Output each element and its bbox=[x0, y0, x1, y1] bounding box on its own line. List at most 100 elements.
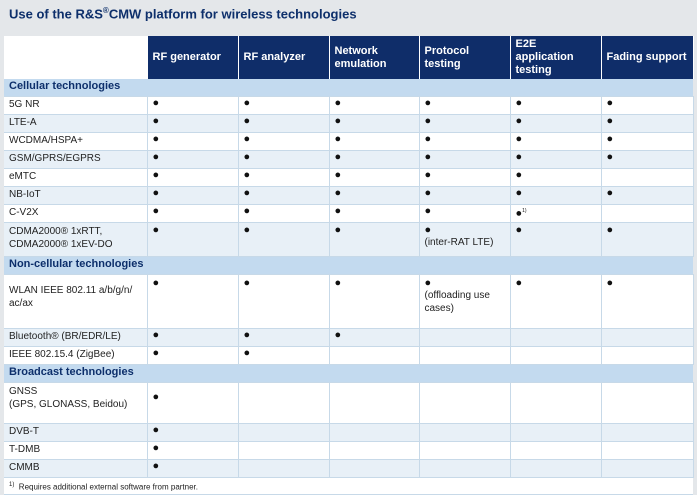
tech-name-line2: (GPS, GLONASS, Beidou) bbox=[9, 399, 128, 410]
mark-e2e-testing bbox=[510, 382, 602, 424]
mark-network-emulation bbox=[329, 346, 420, 365]
mark-rf-analyzer: ● bbox=[238, 204, 330, 223]
table-row: IEEE 802.15.4 (ZigBee) ● ● bbox=[4, 346, 694, 365]
mark-network-emulation: ● bbox=[329, 274, 420, 329]
mark-protocol-testing: ● bbox=[419, 186, 511, 205]
tech-name: T-DMB bbox=[4, 441, 148, 460]
mark-rf-generator: ● bbox=[147, 168, 239, 187]
table-row: T-DMB ● bbox=[4, 441, 694, 460]
mark-rf-generator: ● bbox=[147, 204, 239, 223]
mark-fading-support bbox=[601, 459, 694, 478]
mark-rf-analyzer: ● bbox=[238, 274, 330, 329]
table-row: DVB-T ● bbox=[4, 423, 694, 442]
mark-network-emulation: ● bbox=[329, 204, 420, 223]
mark-network-emulation: ● bbox=[329, 222, 420, 257]
footnote-text: Requires additional external software fr… bbox=[18, 482, 198, 492]
mark-fading-support bbox=[601, 328, 694, 347]
mark-fading-support bbox=[601, 441, 694, 460]
table-row: WCDMA/HSPA+ ● ● ● ● ● ● bbox=[4, 132, 694, 151]
tech-name: Bluetooth® (BR/EDR/LE) bbox=[4, 328, 148, 347]
mark-e2e-testing bbox=[510, 423, 602, 442]
mark-e2e-testing: ● bbox=[510, 222, 602, 257]
mark-fading-support: ● bbox=[601, 274, 694, 329]
mark-network-emulation: ● bbox=[329, 96, 420, 115]
mark-rf-analyzer: ● bbox=[238, 150, 330, 169]
mark-e2e-testing: ● bbox=[510, 150, 602, 169]
mark-e2e-testing: ● bbox=[510, 114, 602, 133]
tech-name: C-V2X bbox=[4, 204, 148, 223]
mark-protocol-testing: ● bbox=[419, 132, 511, 151]
mark-rf-analyzer: ● bbox=[238, 222, 330, 257]
mark-dot: ● bbox=[424, 224, 432, 236]
mark-protocol-testing: ● bbox=[419, 150, 511, 169]
mark-protocol-testing bbox=[419, 441, 511, 460]
table-row: CDMA2000® 1xRTT, CDMA2000® 1xEV-DO ● ● ● … bbox=[4, 222, 694, 257]
table-row: C-V2X ● ● ● ● ●1) bbox=[4, 204, 694, 223]
header-protocol-testing: Protocol testing bbox=[419, 36, 511, 79]
mark-rf-generator: ● bbox=[147, 114, 239, 133]
footnote-marker: 1) bbox=[9, 482, 15, 488]
mark-protocol-testing bbox=[419, 328, 511, 347]
mark-network-emulation: ● bbox=[329, 168, 420, 187]
mark-rf-generator: ● bbox=[147, 186, 239, 205]
mark-network-emulation bbox=[329, 382, 420, 424]
mark-e2e-testing: ●1) bbox=[510, 204, 602, 223]
mark-e2e-testing bbox=[510, 459, 602, 478]
mark-network-emulation: ● bbox=[329, 114, 420, 133]
mark-rf-generator: ● bbox=[147, 441, 239, 460]
table-row: GSM/GPRS/EGPRS ● ● ● ● ● ● bbox=[4, 150, 694, 169]
mark-protocol-testing: ● bbox=[419, 114, 511, 133]
section-title: Cellular technologies bbox=[4, 79, 693, 97]
footnote: 1) Requires additional external software… bbox=[4, 477, 693, 495]
mark-e2e-testing: ● bbox=[510, 96, 602, 115]
mark-fading-support: ● bbox=[601, 150, 694, 169]
tech-name-line1: CDMA2000® 1xRTT, bbox=[9, 226, 103, 237]
protocol-note: (inter-RAT LTE) bbox=[424, 237, 494, 248]
section-cellular: Cellular technologies bbox=[4, 79, 693, 97]
tech-name-line1: GNSS bbox=[9, 386, 38, 397]
tech-name: GSM/GPRS/EGPRS bbox=[4, 150, 148, 169]
page-title: Use of the R&S®CMW platform for wireless… bbox=[9, 6, 357, 22]
mark-e2e-testing: ● bbox=[510, 168, 602, 187]
mark-rf-generator: ● bbox=[147, 132, 239, 151]
header-e2e-application-testing: E2E application testing bbox=[510, 36, 602, 79]
tech-name: DVB-T bbox=[4, 423, 148, 442]
footnote-row: 1) Requires additional external software… bbox=[4, 477, 693, 495]
table-row: Bluetooth® (BR/EDR/LE) ● ● ● bbox=[4, 328, 694, 347]
mark-rf-generator: ● bbox=[147, 346, 239, 365]
tech-name: WLAN IEEE 802.11 a/b/g/n/ac/ax bbox=[4, 274, 148, 329]
table-row: NB-IoT ● ● ● ● ● ● bbox=[4, 186, 694, 205]
section-broadcast: Broadcast technologies bbox=[4, 364, 693, 383]
mark-protocol-testing bbox=[419, 423, 511, 442]
mark-rf-generator: ● bbox=[147, 328, 239, 347]
technology-matrix-table: RF generator RF analyzer Network emulati… bbox=[4, 36, 694, 495]
mark-rf-generator: ● bbox=[147, 274, 239, 329]
table-row: 5G NR ● ● ● ● ● ● bbox=[4, 96, 694, 115]
mark-fading-support bbox=[601, 382, 694, 424]
mark-fading-support: ● bbox=[601, 96, 694, 115]
mark-e2e-testing bbox=[510, 441, 602, 460]
header-fading-support: Fading support bbox=[601, 36, 694, 79]
mark-protocol-testing: ● (offloading use cases) bbox=[419, 274, 511, 329]
tech-name-line1: WLAN IEEE 802.11 a/b/g/n/ bbox=[9, 285, 133, 296]
mark-protocol-testing bbox=[419, 382, 511, 424]
mark-protocol-testing: ● bbox=[419, 96, 511, 115]
tech-name: IEEE 802.15.4 (ZigBee) bbox=[4, 346, 148, 365]
mark-e2e-testing bbox=[510, 346, 602, 365]
section-title: Non-cellular technologies bbox=[4, 256, 693, 275]
mark-rf-analyzer: ● bbox=[238, 328, 330, 347]
mark-network-emulation: ● bbox=[329, 150, 420, 169]
mark-e2e-testing: ● bbox=[510, 132, 602, 151]
mark-fading-support: ● bbox=[601, 222, 694, 257]
mark-e2e-testing bbox=[510, 328, 602, 347]
table-row: eMTC ● ● ● ● ● bbox=[4, 168, 694, 187]
table-row: CMMB ● bbox=[4, 459, 694, 478]
mark-network-emulation bbox=[329, 423, 420, 442]
mark-network-emulation: ● bbox=[329, 132, 420, 151]
section-non-cellular: Non-cellular technologies bbox=[4, 256, 693, 275]
mark-network-emulation: ● bbox=[329, 186, 420, 205]
mark-protocol-testing bbox=[419, 346, 511, 365]
mark-rf-analyzer: ● bbox=[238, 168, 330, 187]
mark-network-emulation bbox=[329, 441, 420, 460]
mark-rf-generator: ● bbox=[147, 423, 239, 442]
